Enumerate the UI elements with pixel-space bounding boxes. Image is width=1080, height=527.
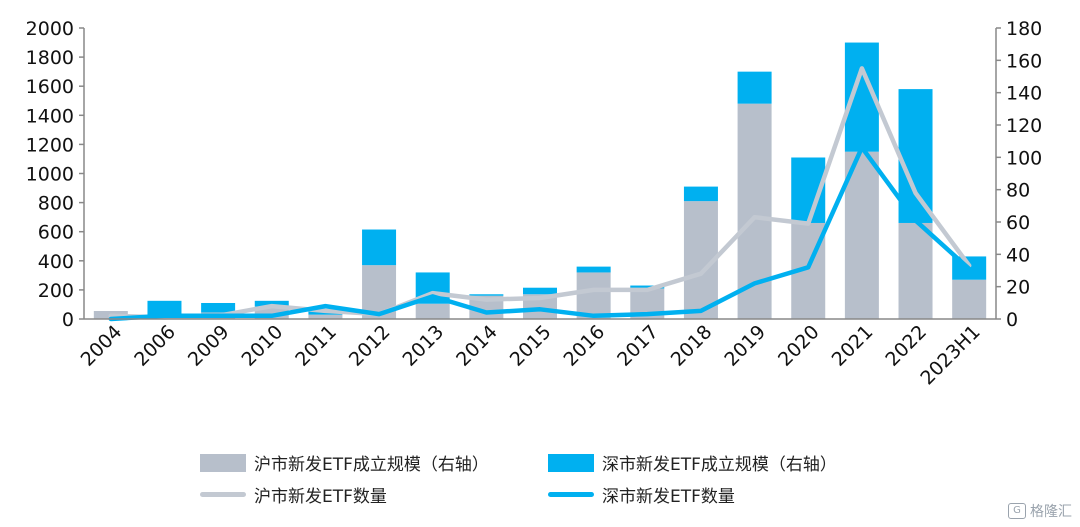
legend-swatch-sz-scale <box>548 453 594 472</box>
left-tick-label: 2000 <box>26 18 74 40</box>
bar-sh-scale-2013 <box>415 303 450 319</box>
x-tick-label: 2021 <box>828 321 878 371</box>
x-tick-label: 2020 <box>774 321 824 371</box>
legend-swatch-sh-scale <box>200 453 246 472</box>
x-tick-label: 2013 <box>398 321 448 371</box>
x-tick-label: 2015 <box>506 321 556 371</box>
legend-label-sz-scale: 深市新发ETF成立规模（右轴） <box>602 455 837 475</box>
x-tick-label: 2004 <box>77 321 127 371</box>
legend-label-sh-count: 沪市新发ETF数量 <box>254 487 387 507</box>
left-tick-label: 400 <box>38 251 74 273</box>
x-tick-label: 2023H1 <box>916 321 984 389</box>
bar-sz-scale-2015 <box>523 287 557 295</box>
line-sz-count <box>108 145 972 322</box>
right-tick-label: 60 <box>1006 212 1030 234</box>
x-tick-label: 2022 <box>881 321 931 371</box>
legend-label-sh-scale: 沪市新发ETF成立规模（右轴） <box>254 455 489 475</box>
x-tick-label: 2018 <box>667 321 717 371</box>
bar-sz-scale-2010 <box>254 300 289 307</box>
x-tick-label: 2011 <box>291 321 341 371</box>
left-tick-label: 0 <box>62 309 74 331</box>
left-tick-label: 1000 <box>26 164 74 186</box>
x-tick-label: 2012 <box>345 321 395 371</box>
watermark-text: 格隆汇 <box>1030 504 1072 520</box>
right-tick-label: 20 <box>1006 277 1030 299</box>
bar-sh-scale-2019 <box>737 103 772 319</box>
bar-sh-scale-2016 <box>576 272 611 319</box>
legend: 沪市新发ETF成立规模（右轴） 深市新发ETF成立规模（右轴） 沪市新发ETF数… <box>200 446 920 516</box>
legend-item-sh-scale: 沪市新发ETF成立规模（右轴） <box>200 450 489 475</box>
bar-sz-scale-2022 <box>898 89 933 223</box>
left-tick-label: 1600 <box>26 76 74 98</box>
left-tick-label: 600 <box>38 222 74 244</box>
right-tick-label: 80 <box>1006 180 1030 202</box>
legend-item-sh-count: 沪市新发ETF数量 <box>200 482 387 507</box>
line-sh-count <box>108 66 972 320</box>
bar-sz-scale-2014 <box>469 294 504 296</box>
left-tick-label: 1800 <box>26 47 74 69</box>
right-tick-label: 160 <box>1006 50 1042 72</box>
legend-item-sz-count: 深市新发ETF数量 <box>548 482 735 507</box>
legend-label-sz-count: 深市新发ETF数量 <box>602 487 735 507</box>
x-tick-label: 2010 <box>238 321 288 371</box>
bar-sz-scale-2018 <box>683 186 718 202</box>
right-tick-label: 100 <box>1006 147 1042 169</box>
left-tick-label: 1400 <box>26 105 74 127</box>
bar-sz-scale-2017 <box>630 285 665 289</box>
x-tick-label: 2016 <box>559 321 609 371</box>
watermark-logo-icon: G <box>1008 503 1026 519</box>
bar-sz-scale-2019 <box>737 71 772 104</box>
legend-swatch-sz-count <box>548 492 594 497</box>
lines-layer <box>108 66 972 322</box>
left-tick-label: 800 <box>38 193 74 215</box>
bar-sz-scale-2016 <box>576 266 611 273</box>
right-tick-label: 140 <box>1006 83 1042 105</box>
combo-chart: 0200400600800100012001400160018002000020… <box>26 18 1043 389</box>
bar-sh-scale-2022 <box>898 222 933 319</box>
axes-layer: 0200400600800100012001400160018002000020… <box>26 18 1043 389</box>
bar-sh-scale-2023H1 <box>952 279 987 319</box>
left-tick-label: 1200 <box>26 134 74 156</box>
watermark: G 格隆汇 <box>1008 501 1072 521</box>
bar-sh-scale-2021 <box>844 151 879 319</box>
right-tick-label: 180 <box>1006 18 1042 40</box>
bar-sz-scale-2009 <box>201 302 236 313</box>
right-tick-label: 0 <box>1006 309 1018 331</box>
x-tick-label: 2006 <box>130 321 180 371</box>
x-tick-label: 2009 <box>184 321 234 371</box>
x-tick-label: 2014 <box>452 321 502 371</box>
bar-sh-scale-2011 <box>308 314 343 319</box>
bars-layer <box>93 42 987 319</box>
legend-swatch-sh-count <box>200 492 246 497</box>
x-tick-label: 2019 <box>720 321 770 371</box>
legend-item-sz-scale: 深市新发ETF成立规模（右轴） <box>548 450 837 475</box>
right-tick-label: 120 <box>1006 115 1042 137</box>
left-tick-label: 200 <box>38 280 74 302</box>
x-tick-label: 2017 <box>613 321 663 371</box>
right-tick-label: 40 <box>1006 244 1030 266</box>
bar-sz-scale-2012 <box>362 229 397 266</box>
